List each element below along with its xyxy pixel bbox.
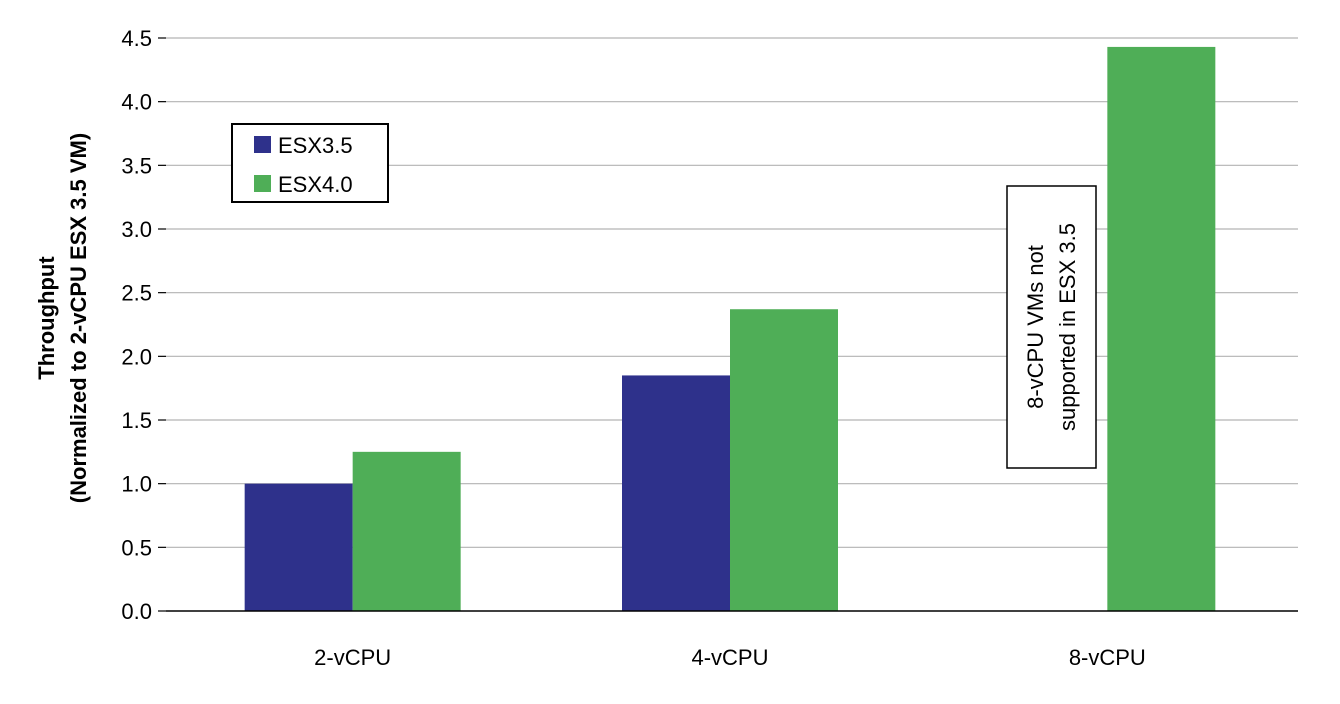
y-tick-label: 4.5 xyxy=(121,26,152,51)
y-tick-label: 0.5 xyxy=(121,535,152,560)
y-tick-label: 3.0 xyxy=(121,217,152,242)
x-axis-ticks: 2-vCPU 4-vCPU 8-vCPU xyxy=(314,645,1146,670)
legend-swatch-esx35 xyxy=(254,136,271,153)
annotation-line1: 8-vCPU VMs not xyxy=(1023,245,1048,409)
y-axis-label: Throughput (Normalized to 2-vCPU ESX 3.5… xyxy=(34,133,91,503)
legend-swatch-esx40 xyxy=(254,175,271,192)
bar-esx40-8-vcpu xyxy=(1107,46,1216,612)
legend: ESX3.5 ESX4.0 xyxy=(231,123,389,203)
x-tick-label: 8-vCPU xyxy=(1069,645,1146,670)
y-tick-label: 1.0 xyxy=(121,472,152,497)
x-tick-label: 2-vCPU xyxy=(314,645,391,670)
y-axis-label-line2: (Normalized to 2-vCPU ESX 3.5 VM) xyxy=(66,133,91,503)
y-tick-label: 1.5 xyxy=(121,408,152,433)
y-tick-label: 3.5 xyxy=(121,153,152,178)
bar-esx35-4-vcpu xyxy=(622,375,730,611)
legend-label-esx35: ESX3.5 xyxy=(278,133,353,158)
bars xyxy=(244,46,1216,612)
y-tick-label: 2.5 xyxy=(121,281,152,306)
x-tick-label: 4-vCPU xyxy=(691,645,768,670)
bar-esx40-2-vcpu xyxy=(352,451,461,611)
y-axis-ticks: 0.0 0.5 1.0 1.5 2.0 2.5 3.0 3.5 4.0 4.5 xyxy=(121,26,152,624)
bar-esx40-4-vcpu xyxy=(730,309,838,611)
y-tick-label: 2.0 xyxy=(121,344,152,369)
annotation-note: 8-vCPU VMs not supported in ESX 3.5 xyxy=(1006,185,1097,469)
annotation-line2: supported in ESX 3.5 xyxy=(1055,223,1080,431)
y-tick-label: 4.0 xyxy=(121,90,152,115)
bar-esx35-2-vcpu xyxy=(244,483,353,611)
legend-label-esx40: ESX4.0 xyxy=(278,172,353,197)
y-tick-label: 0.0 xyxy=(121,599,152,624)
y-axis-label-line1: Throughput xyxy=(34,256,59,380)
annotation-box xyxy=(1006,185,1097,469)
